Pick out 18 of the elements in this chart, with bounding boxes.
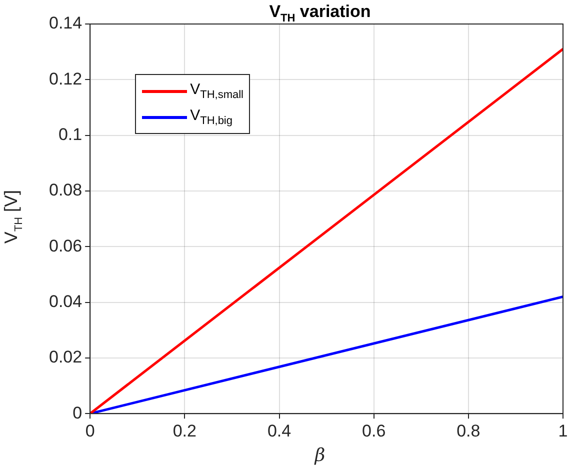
y-tick-label: 0.14 [48, 14, 82, 33]
y-tick-label: 0.08 [48, 180, 82, 200]
chart-title: V$_{TH}$ variation [269, 2, 371, 24]
y-tick-label: 0.02 [48, 348, 82, 367]
y-tick-label: 0.12 [48, 69, 82, 88]
x-tick-label: 0.6 [362, 421, 386, 440]
legend-label: V$_{TH,big}$ [190, 107, 232, 127]
y-tick-label: 0 [72, 403, 82, 422]
x-tick-label: 1 [558, 421, 568, 440]
x-tick-label: 0.8 [456, 421, 480, 440]
y-tick-label: 0.1 [58, 125, 82, 144]
y-tick-label: 0.06 [48, 236, 82, 256]
x-tick-label: 0.4 [267, 421, 292, 440]
x-tick-label: 0.2 [172, 421, 196, 440]
y-tick-label: 0.04 [48, 292, 82, 311]
x-axis-title: β [313, 445, 326, 466]
x-tick-label: 0 [85, 421, 95, 440]
legend-label: V$_{TH,small}$ [190, 81, 244, 101]
